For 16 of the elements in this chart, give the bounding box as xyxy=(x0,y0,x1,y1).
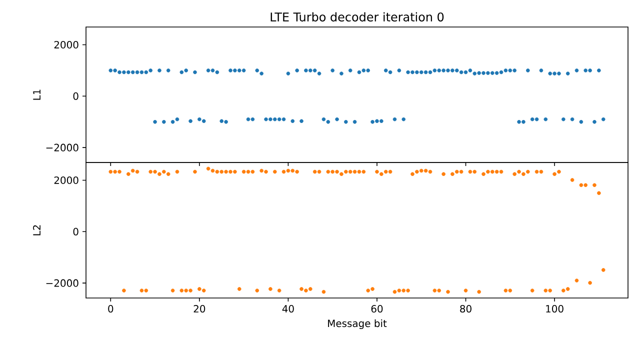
chart-title: LTE Turbo decoder iteration 0 xyxy=(270,12,444,22)
x-tick-label: 80 xyxy=(460,305,472,313)
x-tick-label: 100 xyxy=(546,305,564,313)
x-tick-label: 40 xyxy=(282,305,294,313)
y-axis-title: L2 xyxy=(33,225,40,236)
x-tick-label: 60 xyxy=(371,305,383,313)
x-axis-title: Message bit xyxy=(328,319,387,330)
y-tick-label: 0 xyxy=(73,228,78,236)
y-tick-label: 2000 xyxy=(54,176,78,184)
x-tick-label: 20 xyxy=(194,305,206,313)
y-tick-label: 2000 xyxy=(54,40,78,48)
y-tick-label: −2000 xyxy=(46,279,78,287)
x-tick-label: 0 xyxy=(108,305,114,313)
y-tick-label: 0 xyxy=(73,92,78,100)
y-axis-title: L1 xyxy=(33,90,40,100)
y-tick-label: −2000 xyxy=(46,144,78,152)
